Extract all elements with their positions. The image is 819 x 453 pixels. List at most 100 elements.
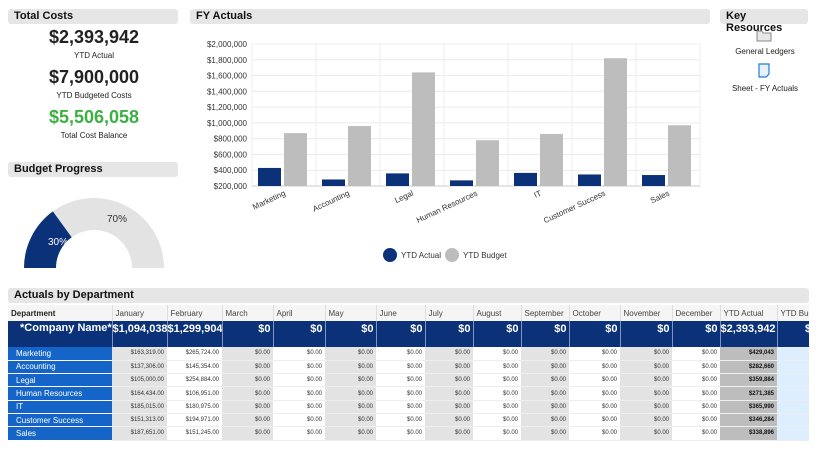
- column-header[interactable]: November: [620, 305, 673, 321]
- value-cell[interactable]: $0.00: [325, 426, 376, 441]
- value-cell[interactable]: $0.00: [273, 347, 325, 361]
- value-cell[interactable]: $346,284: [720, 413, 777, 428]
- value-cell[interactable]: $0.00: [273, 360, 325, 375]
- value-cell[interactable]: $0.00: [521, 386, 569, 401]
- total-cell[interactable]: $7,90: [777, 321, 809, 347]
- column-header[interactable]: August: [473, 305, 522, 321]
- total-label[interactable]: *Company Name* Accounts: [8, 321, 113, 347]
- value-cell[interactable]: $271,385: [720, 386, 777, 401]
- value-cell[interactable]: $0.00: [325, 373, 376, 388]
- value-cell[interactable]: $106,951.00: [167, 386, 222, 401]
- value-cell[interactable]: $: [777, 360, 809, 375]
- value-cell[interactable]: $0.00: [222, 426, 273, 441]
- total-cell[interactable]: $0: [273, 321, 326, 347]
- value-cell[interactable]: $0.00: [620, 347, 672, 361]
- value-cell[interactable]: $: [777, 386, 809, 401]
- department-cell[interactable]: Sales: [8, 426, 112, 441]
- value-cell[interactable]: $0.00: [376, 373, 425, 388]
- column-header[interactable]: June: [376, 305, 426, 321]
- value-cell[interactable]: $0.00: [325, 360, 376, 375]
- value-cell[interactable]: $0.00: [620, 386, 672, 401]
- value-cell[interactable]: $0.00: [473, 373, 521, 388]
- value-cell[interactable]: $338,896: [720, 426, 777, 441]
- column-header[interactable]: February: [167, 305, 223, 321]
- value-cell[interactable]: $365,990: [720, 400, 777, 414]
- total-cell[interactable]: $0: [222, 321, 274, 347]
- value-cell[interactable]: $1,: [777, 413, 809, 428]
- value-cell[interactable]: $0.00: [222, 360, 273, 375]
- value-cell[interactable]: $0.00: [473, 386, 521, 401]
- column-header[interactable]: Department: [8, 305, 113, 321]
- department-cell[interactable]: Marketing: [8, 347, 112, 361]
- value-cell[interactable]: $0.00: [473, 426, 521, 441]
- value-cell[interactable]: $0.00: [521, 360, 569, 375]
- value-cell[interactable]: $0.00: [672, 386, 720, 401]
- value-cell[interactable]: $194,971.00: [167, 413, 222, 428]
- total-cell[interactable]: $2,393,942: [720, 321, 778, 347]
- value-cell[interactable]: $0.00: [222, 386, 273, 401]
- column-header[interactable]: YTD Bud: [777, 305, 809, 321]
- value-cell[interactable]: $0.00: [273, 386, 325, 401]
- value-cell[interactable]: $0.00: [620, 400, 672, 414]
- value-cell[interactable]: $0.00: [273, 413, 325, 428]
- column-header[interactable]: YTD Actual: [720, 305, 778, 321]
- department-cell[interactable]: Accounting: [8, 360, 112, 375]
- value-cell[interactable]: $0.00: [569, 426, 620, 441]
- value-cell[interactable]: $0.00: [425, 347, 473, 361]
- total-cell[interactable]: $1,299,904: [167, 321, 223, 347]
- value-cell[interactable]: $145,354.00: [167, 360, 222, 375]
- value-cell[interactable]: $359,884: [720, 373, 777, 388]
- value-cell[interactable]: $265,724.00: [167, 347, 222, 361]
- value-cell[interactable]: $0.00: [620, 373, 672, 388]
- total-cell[interactable]: $0: [569, 321, 621, 347]
- value-cell[interactable]: $0.00: [425, 426, 473, 441]
- value-cell[interactable]: $0.00: [521, 413, 569, 428]
- value-cell[interactable]: $0.00: [521, 373, 569, 388]
- value-cell[interactable]: $0.00: [473, 347, 521, 361]
- value-cell[interactable]: $151,313.00: [112, 413, 167, 428]
- value-cell[interactable]: $429,043: [720, 347, 777, 361]
- value-cell[interactable]: $0.00: [325, 400, 376, 414]
- value-cell[interactable]: $151,245.00: [167, 426, 222, 441]
- column-header[interactable]: January: [112, 305, 168, 321]
- total-cell[interactable]: $0: [376, 321, 426, 347]
- value-cell[interactable]: $0.00: [473, 360, 521, 375]
- value-cell[interactable]: $0.00: [473, 400, 521, 414]
- value-cell[interactable]: $187,651.00: [112, 426, 167, 441]
- value-cell[interactable]: $0.00: [273, 400, 325, 414]
- value-cell[interactable]: $0.00: [425, 386, 473, 401]
- department-cell[interactable]: Human Resources: [8, 386, 112, 401]
- total-cell[interactable]: $0: [325, 321, 377, 347]
- value-cell[interactable]: $0.00: [672, 347, 720, 361]
- value-cell[interactable]: $137,306.00: [112, 360, 167, 375]
- value-cell[interactable]: $0.00: [569, 347, 620, 361]
- column-header[interactable]: September: [521, 305, 570, 321]
- value-cell[interactable]: $0.00: [273, 426, 325, 441]
- value-cell[interactable]: $0.00: [672, 373, 720, 388]
- value-cell[interactable]: $0.00: [425, 413, 473, 428]
- value-cell[interactable]: $0.00: [620, 413, 672, 428]
- value-cell[interactable]: $282,660: [720, 360, 777, 375]
- value-cell[interactable]: $105,000.00: [112, 373, 167, 388]
- value-cell[interactable]: $0.00: [376, 426, 425, 441]
- value-cell[interactable]: $0.00: [521, 426, 569, 441]
- value-cell[interactable]: $180,975.00: [167, 400, 222, 414]
- department-cell[interactable]: Legal: [8, 373, 112, 388]
- value-cell[interactable]: $164,434.00: [112, 386, 167, 401]
- value-cell[interactable]: $: [777, 426, 809, 441]
- total-cell[interactable]: $0: [620, 321, 673, 347]
- value-cell[interactable]: $185,015.00: [112, 400, 167, 414]
- department-cell[interactable]: Customer Success: [8, 413, 112, 428]
- value-cell[interactable]: $0.00: [672, 360, 720, 375]
- column-header[interactable]: May: [325, 305, 377, 321]
- value-cell[interactable]: $0.00: [222, 413, 273, 428]
- total-cell[interactable]: $0: [672, 321, 721, 347]
- value-cell[interactable]: $0.00: [569, 413, 620, 428]
- total-cell[interactable]: $1,094,038: [112, 321, 168, 347]
- value-cell[interactable]: $0.00: [425, 360, 473, 375]
- value-cell[interactable]: $: [777, 347, 809, 361]
- value-cell[interactable]: $0.00: [425, 373, 473, 388]
- value-cell[interactable]: $163,319.00: [112, 347, 167, 361]
- value-cell[interactable]: $0.00: [376, 400, 425, 414]
- value-cell[interactable]: $: [777, 400, 809, 414]
